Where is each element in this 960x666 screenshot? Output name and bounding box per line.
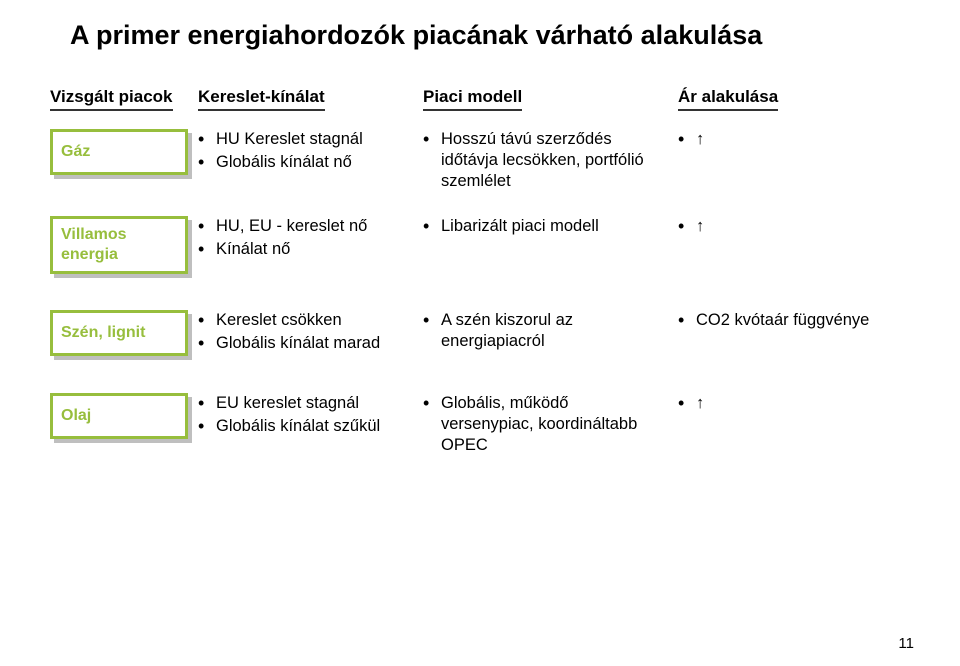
column-headers: Vizsgált piacok Kereslet-kínálat Piaci m… <box>50 87 910 111</box>
list-item: Kínálat nő <box>198 239 405 260</box>
page-number: 11 <box>898 635 914 652</box>
list-item: ↑ <box>678 393 878 414</box>
electric-price-list: ↑ <box>678 216 878 237</box>
list-item: EU kereslet stagnál <box>198 393 405 414</box>
market-electric: Villamos energia <box>50 216 188 274</box>
oil-price-list: ↑ <box>678 393 878 414</box>
list-item: CO2 kvótaár függvénye <box>678 310 878 331</box>
row-gas: Gáz HU Kereslet stagnál Globális kínálat… <box>50 129 910 194</box>
gas-model-list: Hosszú távú szerződés időtávja lecsökken… <box>423 129 660 192</box>
list-item: Kereslet csökken <box>198 310 405 331</box>
list-item: ↑ <box>678 216 878 237</box>
row-oil: Olaj EU kereslet stagnál Globális kínála… <box>50 393 910 458</box>
list-item: HU Kereslet stagnál <box>198 129 405 150</box>
list-item: HU, EU - kereslet nő <box>198 216 405 237</box>
header-markets: Vizsgált piacok <box>50 87 173 111</box>
gas-price-list: ↑ <box>678 129 878 150</box>
list-item: Libarizált piaci modell <box>423 216 660 237</box>
header-model: Piaci modell <box>423 87 522 111</box>
header-price: Ár alakulása <box>678 87 778 111</box>
market-oil: Olaj <box>50 393 188 439</box>
row-coal: Szén, lignit Kereslet csökken Globális k… <box>50 310 910 356</box>
oil-supply-list: EU kereslet stagnál Globális kínálat szű… <box>198 393 405 437</box>
slide-title: A primer energiahordozók piacának várhat… <box>50 20 910 51</box>
list-item: Globális kínálat nő <box>198 152 405 173</box>
gas-supply-list: HU Kereslet stagnál Globális kínálat nő <box>198 129 405 173</box>
list-item: Hosszú távú szerződés időtávja lecsökken… <box>423 129 660 192</box>
list-item: ↑ <box>678 129 878 150</box>
electric-model-list: Libarizált piaci modell <box>423 216 660 237</box>
market-gas: Gáz <box>50 129 188 175</box>
electric-supply-list: HU, EU - kereslet nő Kínálat nő <box>198 216 405 260</box>
list-item: Globális, működő versenypiac, koordinált… <box>423 393 660 456</box>
list-item: Globális kínálat marad <box>198 333 405 354</box>
list-item: A szén kiszorul az energiapiacról <box>423 310 660 352</box>
market-coal: Szén, lignit <box>50 310 188 356</box>
oil-model-list: Globális, működő versenypiac, koordinált… <box>423 393 660 456</box>
header-supply: Kereslet-kínálat <box>198 87 325 111</box>
coal-model-list: A szén kiszorul az energiapiacról <box>423 310 660 352</box>
coal-supply-list: Kereslet csökken Globális kínálat marad <box>198 310 405 354</box>
list-item: Globális kínálat szűkül <box>198 416 405 437</box>
coal-price-list: CO2 kvótaár függvénye <box>678 310 878 331</box>
row-electric: Villamos energia HU, EU - kereslet nő Kí… <box>50 216 910 274</box>
